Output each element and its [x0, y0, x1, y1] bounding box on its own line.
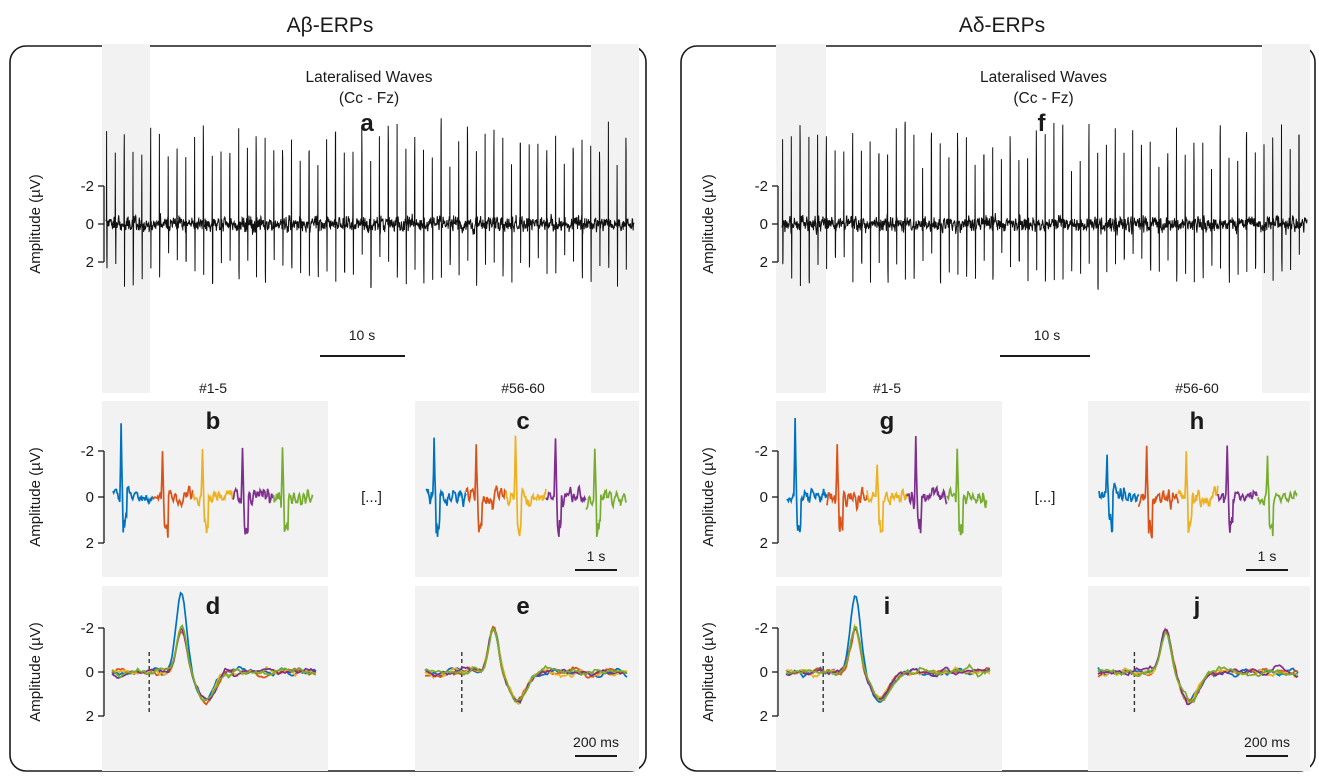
panel-letter: j: [1193, 593, 1201, 620]
subpanel-bg-first: [102, 401, 328, 577]
sub-y2-tick-label: 2: [760, 708, 768, 725]
main-y-tick-label: 2: [760, 254, 768, 271]
last-erp-5: [1097, 631, 1299, 704]
continuous-eeg-trace: [105, 118, 635, 289]
main-y-tick-label: -2: [81, 178, 94, 195]
sub-y2-tick-label: 0: [86, 664, 94, 681]
last-trial-5: [585, 448, 627, 538]
sub-y1-tick-label: -2: [81, 443, 94, 460]
panel-letter: b: [206, 408, 221, 435]
first-trial-3: [192, 448, 234, 534]
main-y-tick-label: 0: [86, 216, 94, 233]
panel-letter: f: [1038, 110, 1047, 137]
main-title-line1: Lateralised Waves: [980, 69, 1107, 86]
first-erp-5: [785, 626, 991, 702]
group-label-first: #1-5: [873, 380, 901, 396]
last-trial-4: [545, 438, 587, 537]
y-axis-label: Amplitude (µV): [700, 447, 717, 547]
subpanel-bg-last: [415, 401, 639, 577]
group-label-first: #1-5: [199, 380, 227, 396]
last-trial-5: [1256, 455, 1298, 537]
main-y-tick-label: 0: [760, 216, 768, 233]
sub-y1-tick-label: 2: [760, 535, 768, 552]
last-trial-2: [1137, 445, 1180, 539]
sub-y2-tick-label: 0: [760, 664, 768, 681]
main-y-tick-label: 2: [86, 254, 94, 271]
first-erp-4: [785, 628, 991, 701]
panel-letter: h: [1190, 408, 1205, 435]
group-label-last: #56-60: [1175, 380, 1219, 396]
first-erp-4: [111, 628, 317, 701]
last-trial-1: [1098, 454, 1140, 533]
main-title-line1: Lateralised Waves: [306, 69, 433, 86]
main-title-line2: (Cc - Fz): [339, 90, 399, 107]
last-trial-4: [1216, 445, 1259, 533]
first-trial-4: [906, 435, 948, 534]
first-erp-5: [111, 624, 317, 702]
panel-letter: a: [360, 110, 374, 137]
subpanel-bg-last: [1088, 401, 1310, 577]
subpanel-bg-last-avg: [1088, 586, 1310, 771]
panel-title: Aβ-ERPs: [287, 14, 374, 37]
panel-ad-erps: Aδ-ERPs Lateralised Waves (Cc - Fz) f -2 0 2 Am…: [680, 14, 1316, 772]
scale-bar-label: 10 s: [1034, 327, 1060, 343]
subpanel-bg-first-avg: [776, 586, 1002, 771]
subpanel-bg-first: [776, 401, 1002, 577]
panel-letter: e: [516, 593, 529, 620]
ellipsis: [...]: [1035, 489, 1056, 506]
panel-letter: d: [206, 593, 221, 620]
last-erp-5: [424, 627, 627, 703]
first-trial-2: [826, 444, 868, 532]
panel-ab-erps: Aβ-ERPs Lateralised Waves (Cc - Fz) a -2 0 2 Am…: [9, 14, 647, 772]
sub-y2-tick-label: 2: [86, 708, 94, 725]
first-trial-2: [152, 451, 194, 538]
sub-y1-tick-label: 2: [86, 535, 94, 552]
sub-y2-tick-label: -2: [81, 620, 94, 637]
panel-title: Aδ-ERPs: [959, 14, 1045, 37]
first-trial-3: [866, 464, 908, 533]
ellipsis: [...]: [361, 489, 382, 506]
main-y-tick-label: -2: [755, 178, 768, 195]
sub-y2-tick-label: -2: [755, 620, 768, 637]
panel-letter: i: [884, 593, 891, 620]
y-axis-label: Amplitude (µV): [27, 174, 44, 274]
first-trial-1: [786, 417, 828, 533]
highlight-last-trials: [1262, 44, 1310, 393]
subpanel-bg-first-avg: [102, 586, 328, 771]
scale-bar-label: 1 s: [1258, 548, 1277, 564]
last-trial-3: [1177, 451, 1219, 534]
first-trial-5: [272, 447, 314, 532]
y-axis-label: Amplitude (µV): [27, 622, 44, 722]
scale-bar-label: 10 s: [349, 327, 375, 343]
last-trial-3: [505, 435, 547, 537]
first-trial-1: [112, 423, 154, 533]
y-axis-label: Amplitude (µV): [27, 447, 44, 547]
subpanel-bg-last-avg: [415, 586, 639, 771]
y-axis-label: Amplitude (µV): [700, 622, 717, 722]
sub-y1-tick-label: 0: [86, 489, 94, 506]
highlight-first-trials: [102, 44, 150, 393]
scale-bar-label: 1 s: [587, 548, 606, 564]
main-title-line2: (Cc - Fz): [1013, 90, 1073, 107]
panel-letter: c: [516, 408, 529, 435]
first-trial-4: [232, 447, 274, 535]
sub-y1-tick-label: -2: [755, 443, 768, 460]
group-label-last: #56-60: [501, 380, 545, 396]
continuous-eeg-trace: [781, 121, 1308, 290]
first-trial-5: [946, 448, 988, 536]
sub-y1-tick-label: 0: [760, 489, 768, 506]
scale-bar-label: 200 ms: [1244, 734, 1290, 750]
y-axis-label: Amplitude (µV): [700, 174, 717, 274]
last-trial-2: [465, 444, 507, 533]
last-trial-1: [425, 437, 467, 537]
panel-letter: g: [880, 408, 895, 435]
scale-bar-label: 200 ms: [573, 734, 619, 750]
